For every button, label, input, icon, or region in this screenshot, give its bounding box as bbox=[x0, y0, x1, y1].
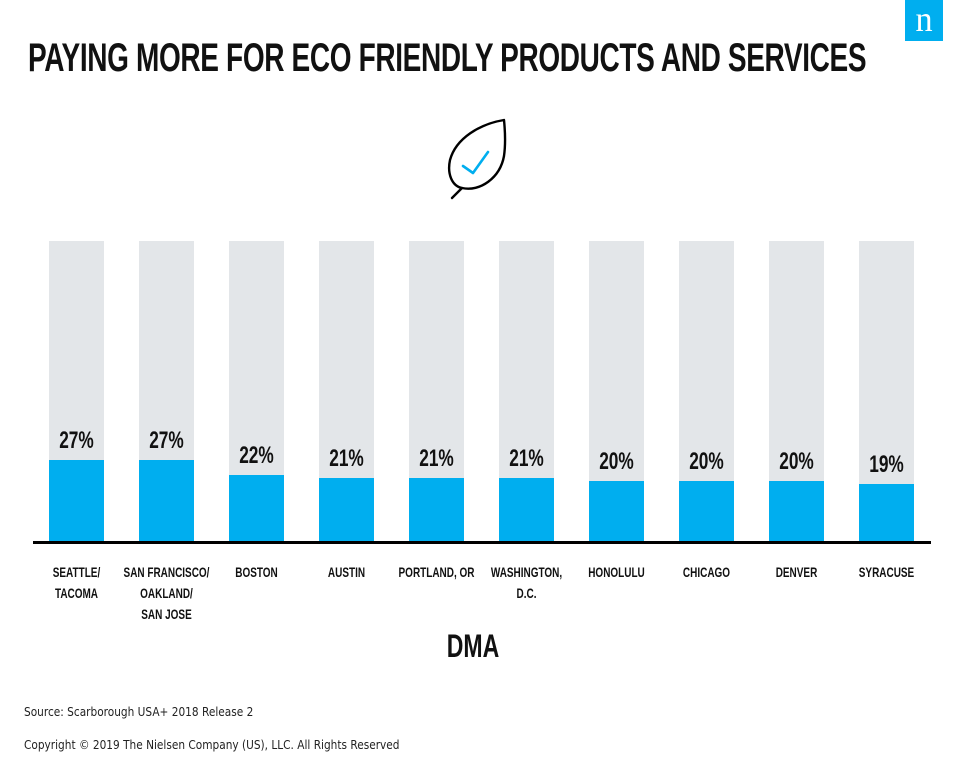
data-label: 21% bbox=[509, 445, 544, 471]
bar bbox=[409, 478, 464, 541]
bar bbox=[229, 475, 284, 541]
x-tick-label-line: PORTLAND, OR bbox=[399, 564, 475, 580]
x-tick-label-line: BOSTON bbox=[235, 564, 278, 580]
x-tick-label: CHICAGO bbox=[683, 564, 730, 580]
nielsen-logo: n bbox=[905, 0, 943, 41]
x-axis-baseline bbox=[33, 541, 931, 544]
x-tick-label-line: SAN JOSE bbox=[141, 606, 192, 622]
data-label: 20% bbox=[779, 448, 814, 474]
x-tick-label-line: SYRACUSE bbox=[859, 564, 915, 580]
data-label: 21% bbox=[329, 445, 364, 471]
data-label: 22% bbox=[239, 442, 274, 468]
data-label: 19% bbox=[869, 451, 904, 477]
bar-chart: 27% SEATTLE/TACOMA 27% SAN FRANCISCO/OAKLAN… bbox=[33, 241, 931, 622]
source-note: Source: Scarborough USA+ 2018 Release 2 bbox=[24, 705, 254, 719]
bar bbox=[49, 460, 104, 541]
x-tick-label-line: OAKLAND/ bbox=[140, 585, 193, 601]
data-label: 27% bbox=[149, 427, 184, 453]
x-tick-label: BOSTON bbox=[235, 564, 278, 580]
bar bbox=[769, 481, 824, 541]
x-tick-label: DENVER bbox=[776, 564, 818, 580]
bar bbox=[139, 460, 194, 541]
bar bbox=[679, 481, 734, 541]
data-label: 20% bbox=[689, 448, 724, 474]
x-tick-label-line: CHICAGO bbox=[683, 564, 730, 580]
x-tick-label-line: SAN FRANCISCO/ bbox=[124, 564, 211, 580]
x-tick-label-line: DENVER bbox=[776, 564, 818, 580]
bar bbox=[859, 484, 914, 541]
x-tick-label: PORTLAND, OR bbox=[399, 564, 475, 580]
data-label: 21% bbox=[419, 445, 454, 471]
chart-title: PAYING MORE FOR ECO FRIENDLY PRODUCTS AN… bbox=[28, 36, 867, 80]
data-label: 27% bbox=[59, 427, 94, 453]
x-tick-label-line: SEATTLE/ bbox=[53, 564, 101, 580]
x-tick-label-line: WASHINGTON, bbox=[491, 564, 562, 580]
bar bbox=[499, 478, 554, 541]
bar bbox=[589, 481, 644, 541]
logo-letter: n bbox=[915, 0, 933, 39]
x-tick-label: SEATTLE/TACOMA bbox=[53, 564, 101, 601]
data-label: 20% bbox=[599, 448, 634, 474]
x-tick-label: SAN FRANCISCO/OAKLAND/SAN JOSE bbox=[124, 564, 211, 622]
x-tick-label: WASHINGTON, D.C. bbox=[491, 564, 562, 601]
x-tick-label: SYRACUSE bbox=[859, 564, 915, 580]
x-tick-label-line: AUSTIN bbox=[328, 564, 365, 580]
x-tick-label: HONOLULU bbox=[588, 564, 645, 580]
copyright-note: Copyright © 2019 The Nielsen Company (US… bbox=[24, 738, 400, 752]
x-tick-label-line: D.C. bbox=[517, 585, 537, 601]
x-tick-label: AUSTIN bbox=[328, 564, 365, 580]
x-tick-label-line: TACOMA bbox=[55, 585, 98, 601]
x-axis-label: DMA bbox=[446, 628, 500, 664]
x-tick-label-line: HONOLULU bbox=[588, 564, 645, 580]
leaf-checkmark-icon bbox=[448, 118, 507, 200]
bar bbox=[319, 478, 374, 541]
